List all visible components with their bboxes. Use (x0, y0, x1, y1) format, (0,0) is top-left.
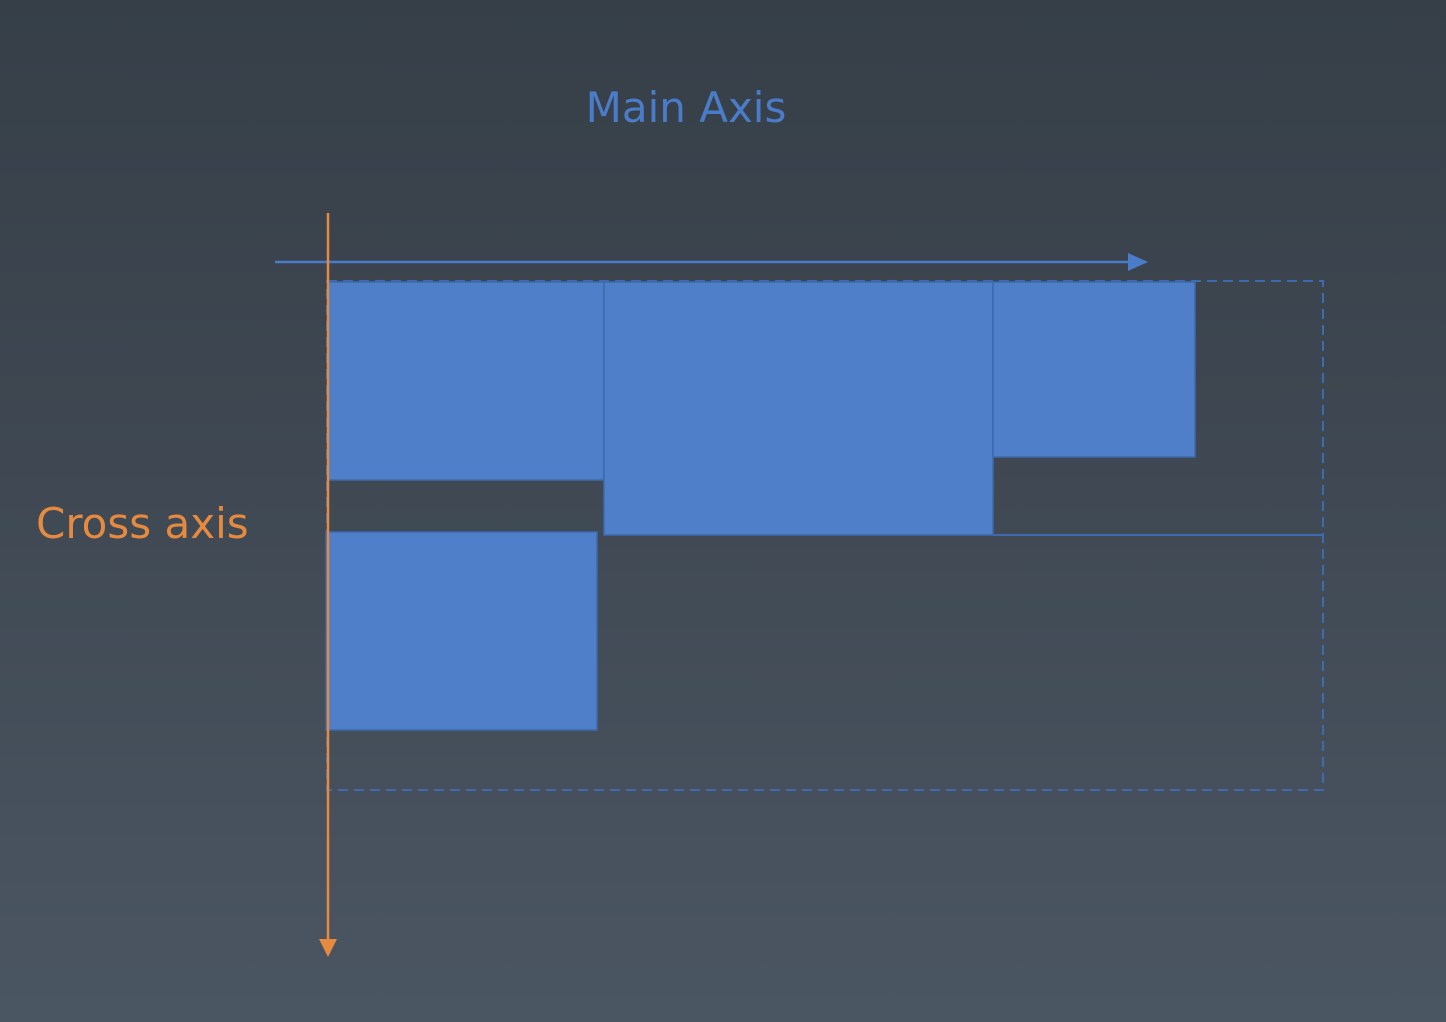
cross-axis-arrowhead-icon (319, 939, 337, 957)
flex-item-1 (327, 281, 605, 481)
main-axis-arrowhead-icon (1128, 253, 1148, 271)
flex-item-2 (603, 281, 994, 536)
flex-item-4 (325, 531, 598, 731)
flex-item-3 (992, 281, 1196, 458)
cross-axis-label: Cross axis (36, 499, 249, 548)
main-axis-label: Main Axis (586, 83, 787, 132)
